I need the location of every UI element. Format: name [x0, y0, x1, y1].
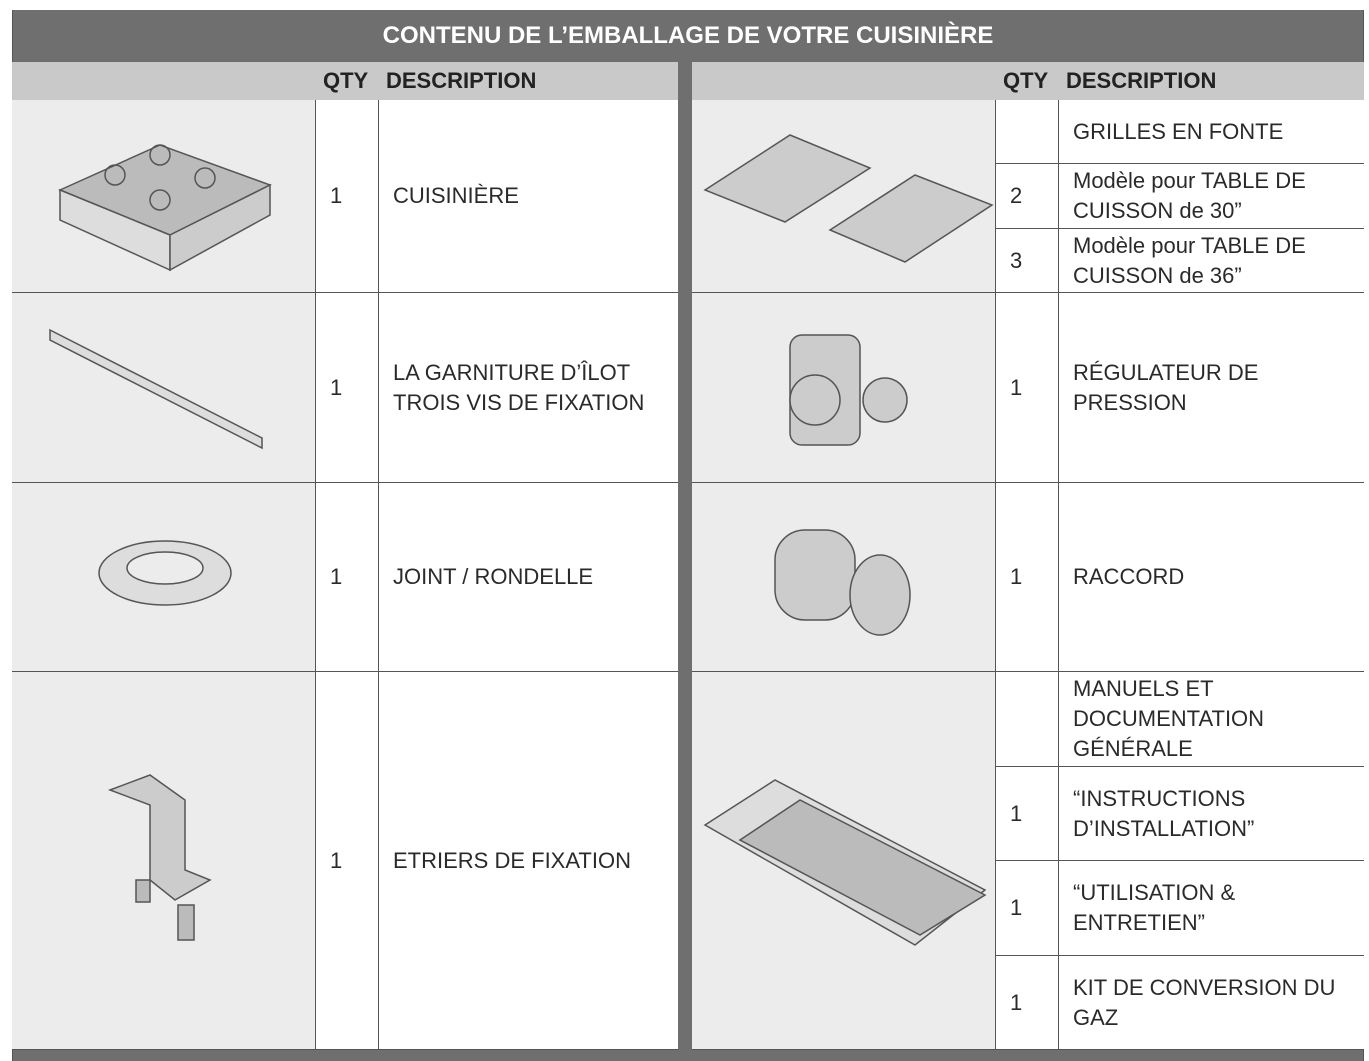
divider: [678, 62, 692, 1050]
description-line: CUISSON de 30”: [1073, 198, 1242, 223]
description-line: ENTRETIEN”: [1073, 910, 1205, 935]
qty-cell: 1: [315, 483, 378, 672]
description-cell: JOINT / RONDELLE: [378, 483, 678, 672]
qty-cell: 1: [995, 483, 1058, 672]
description-cell: “UTILISATION & ENTRETIEN”: [1058, 861, 1364, 956]
qty-header: QTY: [995, 62, 1058, 100]
qty: 1: [330, 183, 343, 208]
description-line: Modèle pour TABLE DE: [1073, 232, 1306, 258]
qty: 3: [1010, 247, 1023, 273]
qty-cell: 1: [995, 861, 1058, 956]
qty-cell: [995, 100, 1058, 164]
image-cell: [12, 672, 315, 1050]
description-line: CUISINIÈRE: [393, 183, 519, 208]
qty-cell: 1: [995, 293, 1058, 483]
image-cell: [692, 100, 995, 293]
qty-cell: 1: [315, 672, 378, 1050]
description-header: DESCRIPTION: [1058, 62, 1364, 100]
header-cell: [692, 62, 995, 100]
qty: 1: [1010, 895, 1023, 920]
description-line: “UTILISATION &: [1073, 880, 1236, 905]
description-cell: KIT DE CONVERSION DU GAZ: [1058, 956, 1364, 1050]
description-line: TROIS VIS DE FIXATION: [393, 389, 645, 415]
image-cell: [692, 293, 995, 483]
qty: 1: [1010, 989, 1023, 1015]
qty: 1: [330, 847, 343, 873]
qty-cell: [995, 672, 1058, 767]
description-line: KIT DE CONVERSION DU: [1073, 974, 1336, 1000]
description-cell: CUISINIÈRE: [378, 100, 678, 293]
description-cell: “INSTRUCTIONS D’INSTALLATION”: [1058, 767, 1364, 861]
description-line: CUISSON de 36”: [1073, 262, 1242, 288]
description-line: DOCUMENTATION: [1073, 706, 1265, 731]
table-title: CONTENU DE L’EMBALLAGE DE VOTRE CUISINIÈ…: [12, 10, 1364, 62]
description-line: MANUELS ET: [1073, 676, 1214, 701]
footer-bar: [12, 1050, 1364, 1061]
image-cell: [12, 293, 315, 483]
qty-cell: 1: [315, 293, 378, 483]
description-line: RÉGULATEUR DE PRESSION: [1073, 359, 1259, 415]
qty-cell: 1: [995, 956, 1058, 1050]
description-line: GAZ: [1073, 1004, 1119, 1030]
image-cell: [12, 483, 315, 672]
description-line: Modèle pour TABLE DE: [1073, 168, 1306, 193]
qty-cell: 1: [995, 767, 1058, 861]
header-cell: [12, 62, 315, 100]
image-cell: [692, 483, 995, 672]
description-cell: ETRIERS DE FIXATION: [378, 672, 678, 1050]
description-cell: RÉGULATEUR DE PRESSION: [1058, 293, 1364, 483]
description-line: D’INSTALLATION”: [1073, 815, 1255, 841]
description-cell: GRILLES EN FONTE: [1058, 100, 1364, 164]
description-line: RACCORD: [1073, 564, 1185, 589]
description-cell: RACCORD: [1058, 483, 1364, 672]
description-cell: Modèle pour TABLE DE CUISSON de 30”: [1058, 164, 1364, 229]
qty: 1: [330, 564, 343, 589]
qty: 1: [1010, 800, 1023, 826]
qty: 1: [1010, 374, 1023, 400]
image-cell: [12, 100, 315, 293]
description-line: “INSTRUCTIONS: [1073, 785, 1246, 811]
qty: 1: [1010, 564, 1023, 589]
qty-cell: 3: [995, 229, 1058, 293]
qty-header: QTY: [315, 62, 378, 100]
image-cell: [692, 672, 995, 1050]
description-line: ETRIERS DE FIXATION: [393, 847, 631, 873]
qty-cell: 2: [995, 164, 1058, 229]
description-line: JOINT / RONDELLE: [393, 564, 594, 589]
description-cell: LA GARNITURE D’ÎLOT TROIS VIS DE FIXATION: [378, 293, 678, 483]
qty: 1: [330, 374, 343, 400]
description-line: LA GARNITURE D’ÎLOT: [393, 359, 631, 385]
qty-cell: 1: [315, 100, 378, 293]
description-header: DESCRIPTION: [378, 62, 678, 100]
description-line: GRILLES EN FONTE: [1073, 118, 1284, 144]
qty: 2: [1010, 183, 1023, 208]
description-cell: MANUELS ET DOCUMENTATION GÉNÉRALE: [1058, 672, 1364, 767]
description-cell: Modèle pour TABLE DE CUISSON de 36”: [1058, 229, 1364, 293]
description-line: GÉNÉRALE: [1073, 736, 1193, 761]
